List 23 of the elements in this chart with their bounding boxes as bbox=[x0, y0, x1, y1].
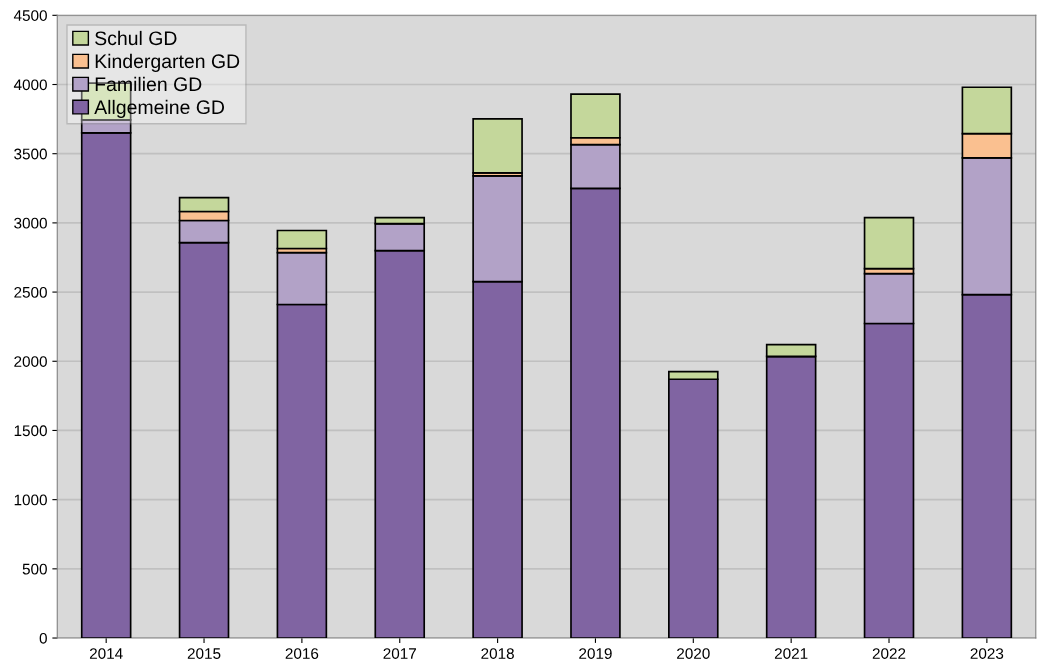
x-tick-label: 2021 bbox=[774, 648, 808, 659]
x-tick-label: 2017 bbox=[383, 648, 416, 659]
x-tick-label: 2016 bbox=[285, 648, 319, 659]
legend-label: Familien GD bbox=[95, 76, 202, 92]
y-tick-label: 4500 bbox=[13, 10, 47, 21]
y-tick-label: 3000 bbox=[14, 217, 47, 229]
y-tick-label: 2500 bbox=[14, 286, 47, 298]
legend-label: Kindergarten GD bbox=[95, 53, 240, 72]
x-tick-label: 2015 bbox=[187, 648, 221, 659]
y-tick-label: 4000 bbox=[13, 79, 47, 91]
y-tick-label: 500 bbox=[22, 563, 47, 575]
x-tick-label: 2019 bbox=[579, 648, 612, 659]
y-tick-label: 0 bbox=[39, 632, 47, 644]
y-tick-label: 3500 bbox=[14, 148, 47, 160]
legend-label: Schul GD bbox=[95, 30, 177, 46]
x-tick-label: 2018 bbox=[481, 648, 514, 659]
y-tick-label: 1500 bbox=[14, 425, 47, 437]
x-tick-label: 2022 bbox=[872, 648, 906, 659]
y-tick-label: 2000 bbox=[14, 356, 47, 367]
x-tick-label: 2023 bbox=[970, 648, 1004, 659]
y-tick-label: 1000 bbox=[14, 494, 47, 506]
x-tick-label: 2014 bbox=[89, 648, 123, 659]
x-tick-label: 2020 bbox=[677, 648, 710, 659]
